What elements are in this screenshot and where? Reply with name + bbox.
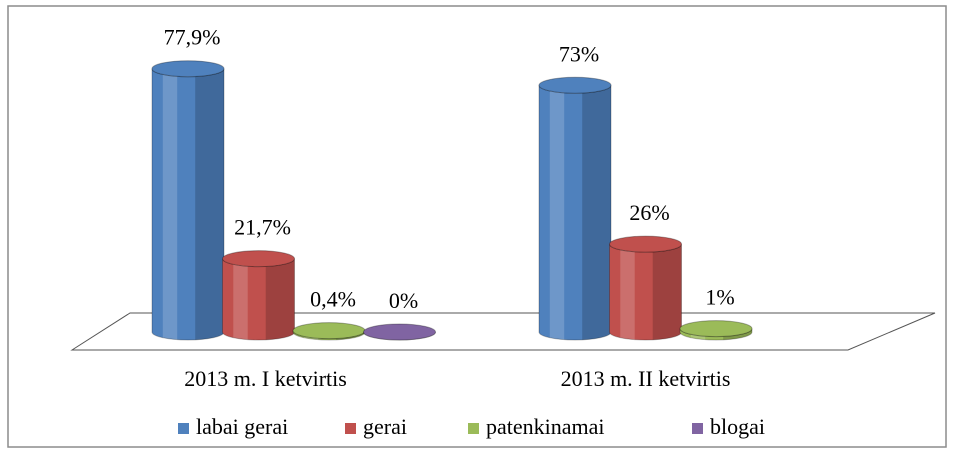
cylinder-shade bbox=[652, 244, 682, 340]
legend-swatch bbox=[468, 423, 479, 434]
cylinder-highlight bbox=[162, 68, 178, 340]
cylinder-top bbox=[222, 250, 295, 268]
cylinder-top bbox=[609, 235, 682, 253]
cylinder-top bbox=[538, 76, 612, 94]
data-label: 1% bbox=[705, 285, 734, 310]
cylinder-highlight bbox=[233, 258, 248, 340]
data-label: 0% bbox=[389, 288, 418, 313]
legend-swatch bbox=[692, 423, 703, 434]
x-tick-label: 2013 m. II ketvirtis bbox=[561, 366, 731, 391]
chart-border bbox=[7, 5, 947, 448]
data-label: 73% bbox=[559, 41, 599, 66]
data-label: 21,7% bbox=[234, 215, 291, 240]
cylinder-shade bbox=[195, 68, 224, 340]
cylinder-top bbox=[151, 60, 225, 78]
legend-label: patenkinamai bbox=[486, 414, 605, 439]
legend-label: gerai bbox=[363, 414, 407, 439]
cylinder-shade bbox=[582, 85, 611, 340]
legend-swatch bbox=[178, 423, 189, 434]
legend-swatch bbox=[345, 423, 356, 434]
cylinder-top bbox=[679, 320, 753, 338]
data-label: 77,9% bbox=[164, 25, 221, 50]
cylinder-top bbox=[363, 323, 436, 341]
cylinder-highlight bbox=[620, 244, 635, 340]
cylinder-shade bbox=[265, 258, 295, 340]
data-label: 26% bbox=[629, 200, 669, 225]
legend-label: blogai bbox=[710, 414, 765, 439]
x-tick-label: 2013 m. I ketvirtis bbox=[184, 366, 347, 391]
cylinder-top bbox=[292, 322, 366, 340]
data-label: 0,4% bbox=[310, 287, 356, 312]
cylinder-highlight bbox=[549, 85, 565, 340]
legend-label: labai gerai bbox=[196, 414, 288, 439]
